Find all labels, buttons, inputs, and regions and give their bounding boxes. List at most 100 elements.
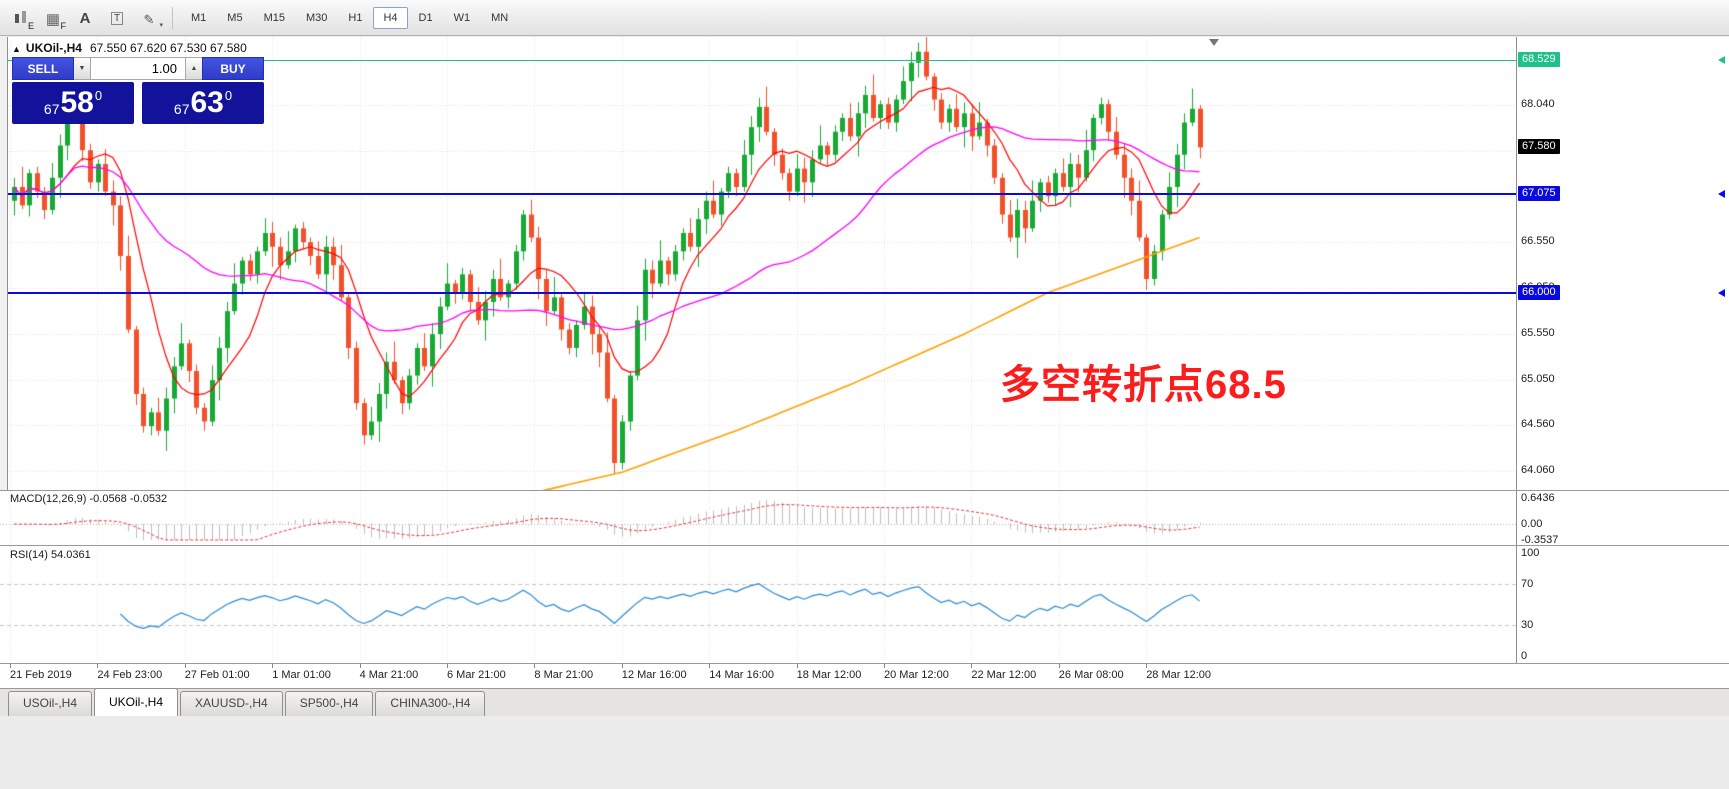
panel-separator[interactable] xyxy=(0,545,1729,546)
status-area xyxy=(0,716,1729,789)
timeframe-button-m1[interactable]: M1 xyxy=(191,11,207,24)
volume-decrease-button[interactable]: ▼ xyxy=(74,57,90,80)
time-tick xyxy=(884,664,885,668)
horizontal-line-68.529[interactable] xyxy=(8,60,1516,61)
time-tick xyxy=(971,664,973,668)
line-edge-marker xyxy=(1718,289,1725,297)
time-label: 14 Mar 16:00 xyxy=(709,669,775,681)
chart-text-annotation[interactable]: 多空转折点68.5 xyxy=(1000,363,1287,407)
current-price-badge: 67.580 xyxy=(1518,139,1560,154)
time-label: 18 Mar 12:00 xyxy=(796,669,862,681)
chevron-down-icon: ▼ xyxy=(78,65,86,72)
time-tick xyxy=(796,664,798,668)
sell-price-pip: 0 xyxy=(94,88,103,103)
macd-scale-zero: 0.00 xyxy=(1521,518,1543,530)
grid-icon-button[interactable]: ▦ F xyxy=(38,4,68,32)
macd-scale-max: 0.6436 xyxy=(1521,492,1555,504)
time-tick xyxy=(359,664,361,668)
time-axis[interactable]: 21 Feb 2019 24 Feb 23:00 27 Feb 01:00 1 Mar… xyxy=(0,664,1729,688)
chart-tab-ukoil-h4[interactable]: UKOil-,H4 xyxy=(94,688,179,716)
chart-left-margin xyxy=(0,37,8,688)
chart-ohlc: 67.550 67.620 67.530 67.580 xyxy=(89,41,247,55)
price-axis-separator xyxy=(1516,37,1517,688)
time-tick xyxy=(447,664,448,668)
timeframe-button-d1[interactable]: D1 xyxy=(418,11,433,24)
candlestick-chart-icon-button[interactable]: E xyxy=(6,4,36,32)
price-axis-label: 66.550 xyxy=(1521,235,1555,247)
time-tick xyxy=(1058,664,1060,668)
chart-tab-bar: USOil-,H4 UKOil-,H4 XAUUSD-,H4 SP500-,H4 CHI… xyxy=(0,688,1729,716)
chart-tab-china300-h4[interactable]: CHINA300-,H4 xyxy=(375,691,486,716)
chart-tab-xauusd-h4[interactable]: XAUUSD-,H4 xyxy=(180,691,283,716)
buy-price-display[interactable]: 67 63 0 xyxy=(142,82,264,124)
chevron-up-icon: ▲ xyxy=(190,65,198,72)
price-axis-label: 64.060 xyxy=(1521,464,1555,476)
macd-label-row: MACD(12,26,9) -0.0568 -0.0532 xyxy=(10,493,167,505)
sell-price-display[interactable]: 67 58 0 xyxy=(12,82,134,124)
time-label: 20 Mar 12:00 xyxy=(884,669,949,681)
grid-icon: ▦ xyxy=(45,10,61,28)
buy-price-pip: 0 xyxy=(224,88,233,103)
time-label: 21 Feb 2019 xyxy=(10,669,72,681)
panel-separator[interactable] xyxy=(0,490,1729,491)
sell-button[interactable]: SELL xyxy=(12,57,74,80)
volume-input[interactable]: 1.00 xyxy=(90,57,186,80)
candlestick-icon xyxy=(14,10,28,27)
text-box-icon: T xyxy=(110,11,124,25)
toolbar-separator xyxy=(172,6,173,29)
macd-canvas[interactable] xyxy=(0,491,1516,545)
buy-price-prefix: 67 xyxy=(173,101,190,117)
timeframe-button-mn[interactable]: MN xyxy=(491,11,509,24)
buy-price-big: 63 xyxy=(190,86,224,119)
sell-price-big: 58 xyxy=(60,86,94,119)
horizontal-line-67.075[interactable] xyxy=(8,193,1516,195)
chart-tab-usoil-h4[interactable]: USOil-,H4 xyxy=(8,691,93,716)
macd-label: MACD(12,26,9) xyxy=(10,493,87,505)
price-badge-68.529: 68.529 xyxy=(1518,52,1560,67)
timeframe-button-group: M1 M5 M15 M30 H1 H4 D1 W1 MN xyxy=(181,6,519,29)
one-click-trading-panel: SELL ▼ 1.00 ▲ BUY 67 58 0 67 63 0 xyxy=(12,57,264,124)
rsi-label-row: RSI(14) 54.0361 xyxy=(10,549,91,561)
chart-tab-sp500-h4[interactable]: SP500-,H4 xyxy=(284,691,374,716)
buy-button[interactable]: BUY xyxy=(202,57,264,80)
icon-letter-f: F xyxy=(60,20,67,31)
rsi-scale-100: 100 xyxy=(1521,547,1540,559)
chart-shift-marker[interactable] xyxy=(1209,39,1219,46)
time-label: 26 Mar 08:00 xyxy=(1058,669,1124,681)
price-axis[interactable] xyxy=(1517,37,1729,663)
timeframe-button-m30[interactable]: M30 xyxy=(305,11,328,24)
time-label: 8 Mar 21:00 xyxy=(534,669,594,681)
time-label: 27 Feb 01:00 xyxy=(184,669,250,681)
chevron-down-icon: ▾ xyxy=(159,21,163,29)
font-icon-button[interactable]: A xyxy=(70,4,100,32)
horizontal-line-66.000[interactable] xyxy=(8,292,1516,294)
timeframe-button-h4[interactable]: H4 xyxy=(373,6,408,29)
price-badge-67.075: 67.075 xyxy=(1518,186,1560,201)
rsi-value: 54.0361 xyxy=(50,549,91,561)
collapse-one-click-icon[interactable]: ▲ xyxy=(12,44,21,54)
panel-separator[interactable] xyxy=(0,663,1729,664)
timeframe-button-w1[interactable]: W1 xyxy=(453,11,471,24)
rsi-label: RSI(14) xyxy=(10,549,48,561)
text-box-icon-button[interactable]: T xyxy=(102,4,132,32)
price-badge-66.000: 66.000 xyxy=(1518,285,1560,300)
time-tick xyxy=(272,664,274,668)
macd-signal-value: -0.0532 xyxy=(129,493,168,505)
time-tick xyxy=(1146,664,1148,668)
volume-increase-button[interactable]: ▲ xyxy=(186,57,202,80)
time-label: 24 Feb 23:00 xyxy=(97,669,163,681)
timeframe-button-h1[interactable]: H1 xyxy=(348,11,363,24)
price-axis-label: 65.050 xyxy=(1521,373,1555,385)
timeframe-button-m5[interactable]: M5 xyxy=(227,11,243,24)
chart-title: ▲ UKOil-,H4 67.550 67.620 67.530 67.580 xyxy=(12,41,247,55)
rsi-scale-0: 0 xyxy=(1521,650,1528,662)
sell-price-prefix: 67 xyxy=(43,101,60,117)
timeframe-button-m15[interactable]: M15 xyxy=(263,11,285,24)
time-tick xyxy=(534,664,536,668)
time-label: 28 Mar 12:00 xyxy=(1146,669,1212,681)
line-tools-dropdown-button[interactable]: ✎ ▾ xyxy=(134,4,164,32)
price-axis-label: 64.560 xyxy=(1521,418,1555,430)
time-tick xyxy=(184,664,186,668)
time-label: 1 Mar 01:00 xyxy=(272,669,331,681)
rsi-canvas[interactable] xyxy=(0,546,1516,663)
